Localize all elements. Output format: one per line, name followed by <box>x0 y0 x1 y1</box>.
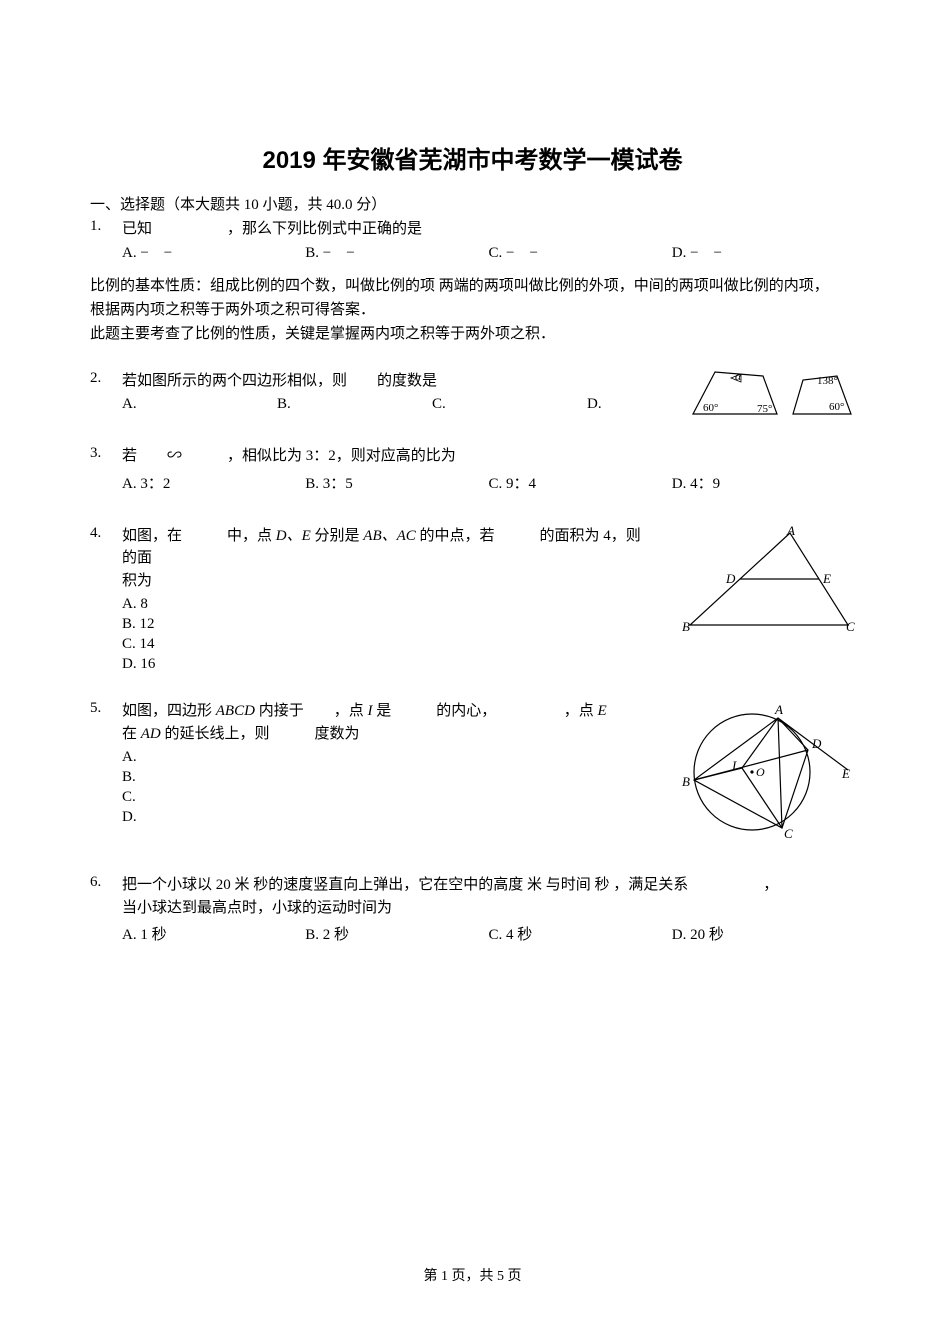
label-60b: 60° <box>829 401 844 413</box>
section-header: 一、选择题（本大题共 10 小题，共 40.0 分） <box>90 193 855 214</box>
q3-stem: 若 ∽ ，相似比为 3：2，则对应高的比为 <box>122 445 855 468</box>
q2-opt-b: B. <box>277 396 432 413</box>
q3-opt-d: D. 4：9 <box>672 472 855 493</box>
label-138: 138° <box>817 375 838 387</box>
q5-num: 5. <box>90 700 122 829</box>
q1-stem: 已知 ，那么下列比例式中正确的是 <box>122 218 855 241</box>
q4-stem: 如图，在 中，点 D、E 分别是 AB、AC 的中点，若 的面积为 4，则 的面… <box>122 525 675 593</box>
question-1: 1. 已知 ，那么下列比例式中正确的是 A. − − B. − − C. − −… <box>90 218 855 270</box>
q5-stem: 如图，四边形 ABCD 内接于 ，点 I 是 的内心， ，点 E 在 AD 的延… <box>122 700 665 745</box>
q2-opt-c: C. <box>432 396 587 413</box>
q5-label-i: I <box>731 758 737 773</box>
quadrilaterals-icon: α 60° 75° 138° 60° <box>685 366 855 424</box>
q5-label-o: O <box>756 765 765 779</box>
q6-opt-c: C. 4 秒 <box>489 923 672 944</box>
q5-label-a: A <box>774 702 783 717</box>
question-6: 6. 把一个小球以 20 米 秒的速度竖直向上弹出，它在空中的高度 米 与时间 … <box>90 874 855 952</box>
q1-explanation: 比例的基本性质：组成比例的四个数，叫做比例的项 两端的两项叫做比例的外项，中间的… <box>90 274 855 346</box>
q6-opt-a: A. 1 秒 <box>122 923 305 944</box>
q5-label-b: B <box>682 774 690 789</box>
question-5: 5. 如图，四边形 ABCD 内接于 ，点 I 是 的内心， ，点 E 在 AD… <box>90 700 855 850</box>
q5-figure: A B C D E I O <box>670 700 855 845</box>
q4-label-e: E <box>822 571 831 586</box>
q3-opt-a: A. 3：2 <box>122 472 305 493</box>
q2-figure: α 60° 75° 138° 60° <box>685 366 855 429</box>
explain-line3: 此题主要考查了比例的性质，关键是掌握两内项之积等于两外项之积． <box>90 322 855 346</box>
q5-label-d: D <box>811 736 822 751</box>
q4-opt-b: B. 12 <box>122 616 675 633</box>
q5-opt-b: B. <box>122 769 665 786</box>
q4-label-d: D <box>725 571 736 586</box>
question-4: 4. 如图，在 中，点 D、E 分别是 AB、AC 的中点，若 的面积为 4，则… <box>90 525 855 677</box>
page-footer: 第 1 页，共 5 页 <box>0 1265 945 1285</box>
q4-opt-a: A. 8 <box>122 596 675 613</box>
triangle-midsegment-icon: A B C D E <box>680 525 855 635</box>
q1-num: 1. <box>90 218 122 270</box>
q4-num: 4. <box>90 525 122 677</box>
q1-opt-d: D. − − <box>672 245 855 262</box>
q3-opt-c: C. 9：4 <box>489 472 672 493</box>
question-3: 3. 若 ∽ ，相似比为 3：2，则对应高的比为 A. 3：2 B. 3：5 C… <box>90 445 855 501</box>
q5-opt-a: A. <box>122 749 665 766</box>
inscribed-quad-icon: A B C D E I O <box>670 700 855 840</box>
q5-label-c: C <box>784 826 793 840</box>
q4-label-b: B <box>682 619 690 634</box>
label-75: 75° <box>757 403 772 415</box>
q4-label-c: C <box>846 619 855 634</box>
q6-opt-d: D. 20 秒 <box>672 923 855 944</box>
q5-opt-c: C. <box>122 789 665 806</box>
q2-opt-a: A. <box>122 396 277 413</box>
q1-opt-c: C. − − <box>489 245 672 262</box>
question-2: 2. 若如图所示的两个四边形相似，则 的度数是 A. B. C. D. α 60… <box>90 370 855 422</box>
q6-num: 6. <box>90 874 122 952</box>
q4-figure: A B C D E <box>680 525 855 640</box>
q4-label-a: A <box>786 525 795 538</box>
q3-num: 3. <box>90 445 122 501</box>
q1-opt-b: B. − − <box>305 245 488 262</box>
q4-opt-d: D. 16 <box>122 656 675 673</box>
q6-opt-b: B. 2 秒 <box>305 923 488 944</box>
explain-line1: 比例的基本性质：组成比例的四个数，叫做比例的项 两端的两项叫做比例的外项，中间的… <box>90 274 855 298</box>
q3-opt-b: B. 3：5 <box>305 472 488 493</box>
q5-opt-d: D. <box>122 809 665 826</box>
page-title: 2019 年安徽省芜湖市中考数学一模试卷 <box>90 140 855 175</box>
q1-opt-a: A. − − <box>122 245 305 262</box>
q6-stem: 把一个小球以 20 米 秒的速度竖直向上弹出，它在空中的高度 米 与时间 秒 ，… <box>122 874 855 919</box>
q5-label-e: E <box>841 766 850 781</box>
explain-line2: 根据两内项之积等于两外项之积可得答案． <box>90 298 855 322</box>
q2-num: 2. <box>90 370 122 422</box>
label-60a: 60° <box>703 402 718 414</box>
q4-opt-c: C. 14 <box>122 636 675 653</box>
